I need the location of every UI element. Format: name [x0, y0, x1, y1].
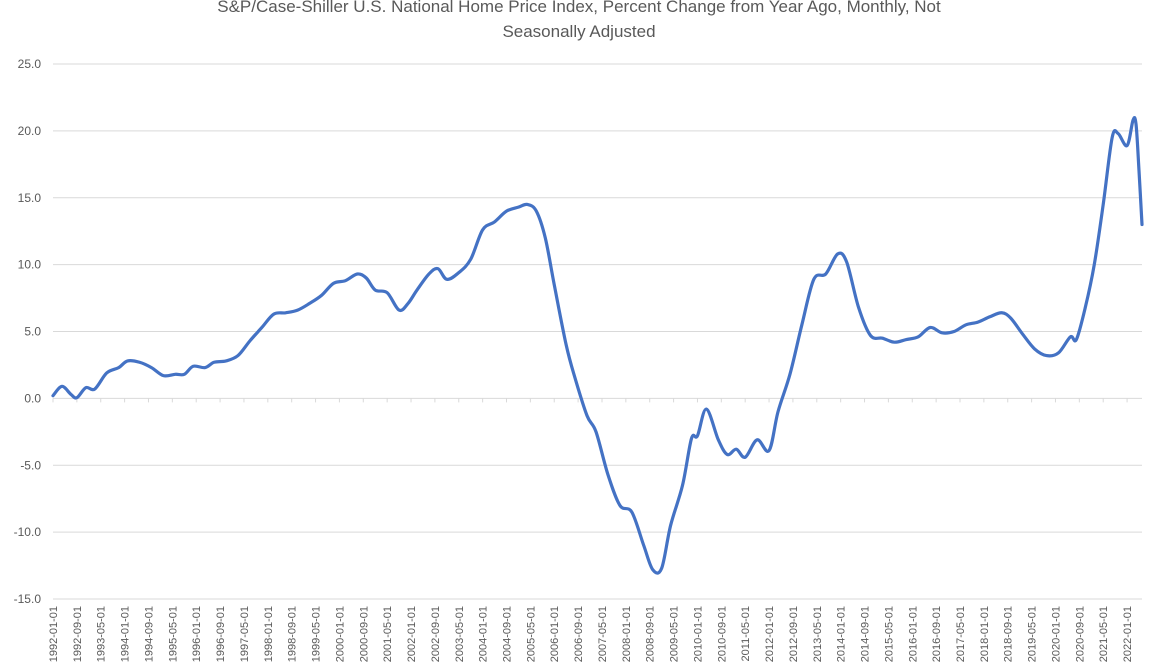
- gridlines: [53, 63, 1142, 600]
- x-tick-label: 1992-01-01: [48, 606, 60, 662]
- x-tick-label: 2011-05-01: [740, 606, 752, 661]
- x-tick-label: 2018-09-01: [1003, 606, 1015, 662]
- y-tick-label: 10.0: [18, 258, 42, 272]
- x-axis-ticks: 1992-01-01 1992-09-01 1993-05-01 1994-01-01…: [48, 398, 1134, 662]
- x-tick-label: 1999-05-01: [311, 606, 323, 662]
- x-tick-label: 2004-09-01: [502, 606, 514, 662]
- x-tick-label: 2018-01-01: [979, 606, 991, 662]
- x-tick-label: 1992-09-01: [72, 606, 84, 662]
- y-tick-label: 0.0: [24, 391, 41, 405]
- x-tick-label: 2013-05-01: [812, 606, 824, 662]
- x-tick-label: 2012-01-01: [764, 606, 776, 662]
- x-tick-label: 1996-01-01: [191, 606, 203, 662]
- x-tick-label: 2010-09-01: [716, 606, 728, 662]
- x-tick-label: 1995-05-01: [167, 606, 179, 662]
- x-tick-label: 2022-01-01: [1122, 606, 1134, 662]
- x-tick-label: 2001-05-01: [382, 606, 394, 662]
- y-tick-label: 25.0: [18, 57, 42, 71]
- x-tick-label: 1997-05-01: [239, 606, 251, 662]
- chart-title-line-1: S&P/Case-Shiller U.S. National Home Pric…: [217, 0, 941, 16]
- y-tick-label: -10.0: [14, 525, 42, 539]
- x-tick-label: 2002-09-01: [430, 606, 442, 662]
- y-tick-label: 20.0: [18, 124, 42, 138]
- x-tick-label: 1996-09-01: [215, 606, 227, 662]
- x-tick-label: 2016-09-01: [931, 606, 943, 662]
- x-tick-label: 2003-05-01: [454, 606, 466, 662]
- x-tick-label: 2000-09-01: [358, 606, 370, 662]
- y-tick-label: 5.0: [24, 325, 41, 339]
- x-tick-label: 2007-05-01: [597, 606, 609, 662]
- x-tick-label: 1994-09-01: [143, 606, 155, 662]
- x-tick-label: 2020-01-01: [1050, 606, 1062, 662]
- y-tick-label: -5.0: [20, 458, 41, 472]
- x-tick-label: 2002-01-01: [406, 606, 418, 662]
- x-tick-label: 1994-01-01: [120, 606, 132, 662]
- x-tick-label: 2006-01-01: [549, 606, 561, 662]
- x-tick-label: 2020-09-01: [1074, 606, 1086, 662]
- x-tick-label: 2014-01-01: [836, 606, 848, 662]
- x-tick-label: 1993-05-01: [96, 606, 108, 662]
- x-tick-label: 1998-01-01: [263, 606, 275, 662]
- x-tick-label: 2017-05-01: [955, 606, 967, 662]
- x-tick-label: 2005-05-01: [525, 606, 537, 662]
- y-axis-ticks: -15.0 -10.0 -5.0 0.0 5.0 10.0 15.0 20.0 25.0: [14, 57, 42, 606]
- x-tick-label: 2012-09-01: [788, 606, 800, 662]
- x-tick-label: 2010-01-01: [692, 606, 704, 662]
- x-tick-label: 1998-09-01: [287, 606, 299, 662]
- x-tick-label: 2009-05-01: [669, 606, 681, 662]
- x-tick-label: 2015-05-01: [883, 606, 895, 662]
- x-tick-label: 2006-09-01: [573, 606, 585, 662]
- x-tick-label: 2004-01-01: [478, 606, 490, 662]
- series-line-home-price-index: [51, 116, 1144, 575]
- chart-title-line-2: Seasonally Adjusted: [502, 22, 655, 41]
- x-tick-label: 2008-01-01: [621, 606, 633, 662]
- y-tick-label: 15.0: [18, 191, 42, 205]
- x-tick-label: 2019-05-01: [1027, 606, 1039, 662]
- x-tick-label: 2021-05-01: [1098, 606, 1110, 662]
- x-tick-label: 2014-09-01: [860, 606, 872, 662]
- x-tick-label: 2016-01-01: [907, 606, 919, 662]
- y-tick-label: -15.0: [14, 592, 42, 606]
- x-tick-label: 2008-09-01: [645, 606, 657, 662]
- x-tick-label: 2000-01-01: [334, 606, 346, 662]
